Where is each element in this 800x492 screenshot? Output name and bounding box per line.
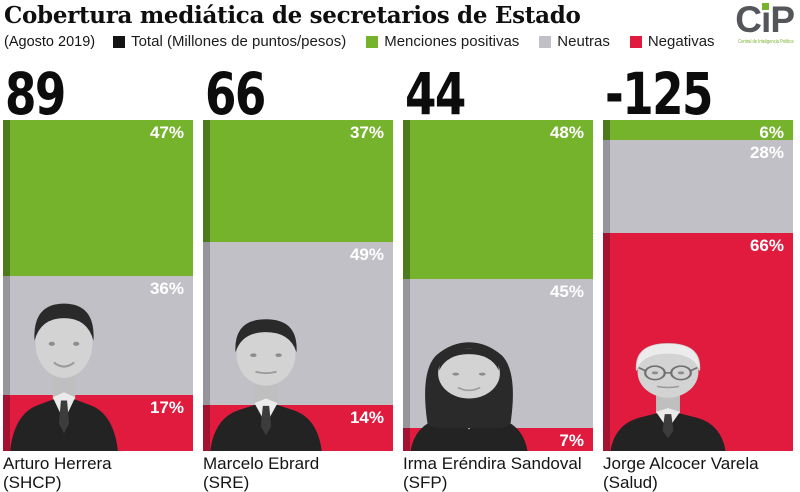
segment-left-edge: [3, 275, 10, 395]
legend-label: Total (Millones de puntos/pesos): [131, 33, 347, 50]
segment-left-edge: [603, 120, 610, 140]
segment-left-edge: [203, 404, 210, 451]
segment-left-edge: [3, 120, 10, 276]
bar-segment-positive: 37%: [203, 120, 393, 243]
secretary-dept: (Salud): [603, 473, 658, 492]
percent-label: 66%: [749, 235, 784, 255]
secretary-column: 89 47% 36% 17% Arturo Herrera (SHCP): [3, 56, 193, 492]
legend-item: Total (Millones de puntos/pesos): [113, 33, 346, 50]
secretary-dept: (SRE): [203, 473, 250, 492]
secretary-column: 66 37% 49% 14% Marcelo Ebrard (SRE): [203, 56, 393, 492]
portrait-photo: [605, 327, 731, 451]
percent-label: 36%: [149, 278, 184, 298]
period-label: (Agosto 2019): [4, 33, 96, 50]
stacked-bar: 47% 36% 17%: [3, 120, 193, 451]
segment-left-edge: [603, 139, 610, 233]
total-number-value: 66: [205, 60, 266, 129]
legend-swatch: [113, 35, 126, 48]
percent-label: 17%: [149, 397, 184, 417]
cip-logo: Cı P Central de Inteligencia Política: [726, 0, 795, 45]
portrait-photo: [5, 281, 123, 451]
secretary-name: Arturo Herrera: [3, 454, 112, 473]
logo-letter-i: ı: [761, 0, 771, 40]
legend-swatch: [629, 35, 642, 48]
bar-segment-positive: 48%: [403, 120, 593, 279]
percent-label: 47%: [149, 123, 184, 142]
percent-label: 45%: [549, 281, 584, 301]
portrait-photo: [405, 329, 533, 451]
percent-label: 48%: [549, 123, 584, 142]
bar-segment-neutral: 28%: [603, 139, 793, 233]
cip-logo-text: Cı P: [735, 0, 795, 40]
total-number: 89: [3, 56, 193, 129]
page-title: Cobertura mediática de secretarios de Es…: [4, 2, 581, 29]
secretary-column: 44 48% 45% 7% Irma Eréndira Sandoval (SFP): [403, 56, 593, 492]
secretary-name: Irma Eréndira Sandoval: [403, 454, 582, 473]
total-number: 66: [203, 56, 393, 129]
segment-left-edge: [603, 232, 610, 451]
bar-segment-positive: 6%: [603, 120, 793, 142]
header: Cobertura mediática de secretarios de Es…: [0, 0, 800, 56]
logo-i-dot: [762, 3, 770, 10]
percent-label: 14%: [349, 407, 384, 427]
percent-label: 49%: [349, 245, 384, 265]
stacked-bar: 6% 28% 66%: [603, 120, 793, 451]
legend-row: (Agosto 2019) Total (Millones de puntos/…: [4, 33, 794, 50]
portrait-photo: [205, 299, 327, 451]
legend-item: Negativas: [629, 33, 715, 50]
percent-label: 7%: [559, 430, 584, 450]
segment-left-edge: [203, 242, 210, 405]
bar-segment-negative: 66%: [603, 232, 793, 451]
percent-label: 28%: [749, 142, 784, 162]
secretary-dept: (SFP): [403, 473, 448, 492]
legend-items: Total (Millones de puntos/pesos) Mencione…: [113, 33, 715, 50]
segment-left-edge: [403, 120, 410, 279]
stacked-bar: 37% 49% 14%: [203, 120, 393, 451]
secretary-name-block: Arturo Herrera (SHCP): [3, 454, 193, 492]
legend-label: Neutras: [557, 33, 610, 50]
legend-item: Menciones positivas: [366, 33, 519, 50]
columns-grid: 89 47% 36% 17% Arturo Herrera (SHCP) 66 37% 49%…: [0, 56, 800, 492]
secretary-dept: (SHCP): [3, 473, 62, 492]
secretary-column: -125 6% 28% 66% Jorge Alcocer Varela (Salud): [603, 56, 793, 492]
secretary-name-block: Irma Eréndira Sandoval (SFP): [403, 454, 593, 492]
segment-left-edge: [3, 394, 10, 451]
total-number-value: 44: [405, 60, 466, 129]
legend-swatch: [539, 35, 552, 48]
secretary-name: Jorge Alcocer Varela: [603, 454, 759, 473]
total-number: -125: [603, 56, 793, 129]
percent-label: 37%: [349, 123, 384, 142]
total-number: 44: [403, 56, 593, 129]
legend-label: Negativas: [647, 33, 715, 50]
bar-segment-neutral: 49%: [203, 242, 393, 405]
legend-item: Neutras: [539, 33, 610, 50]
legend-label: Menciones positivas: [384, 33, 520, 50]
percent-label: 6%: [759, 123, 784, 142]
segment-left-edge: [403, 278, 410, 428]
total-number-value: -125: [605, 60, 714, 129]
segment-left-edge: [403, 427, 410, 451]
secretary-name: Marcelo Ebrard: [203, 454, 320, 473]
total-number-value: 89: [5, 60, 66, 129]
secretary-name-block: Marcelo Ebrard (SRE): [203, 454, 393, 492]
segment-left-edge: [203, 120, 210, 243]
secretary-name-block: Jorge Alcocer Varela (Salud): [603, 454, 793, 492]
legend-swatch: [366, 35, 379, 48]
stacked-bar: 48% 45% 7%: [403, 120, 593, 451]
bar-segment-positive: 47%: [3, 120, 193, 276]
cip-logo-tagline: Central de Inteligencia Política: [738, 39, 794, 45]
